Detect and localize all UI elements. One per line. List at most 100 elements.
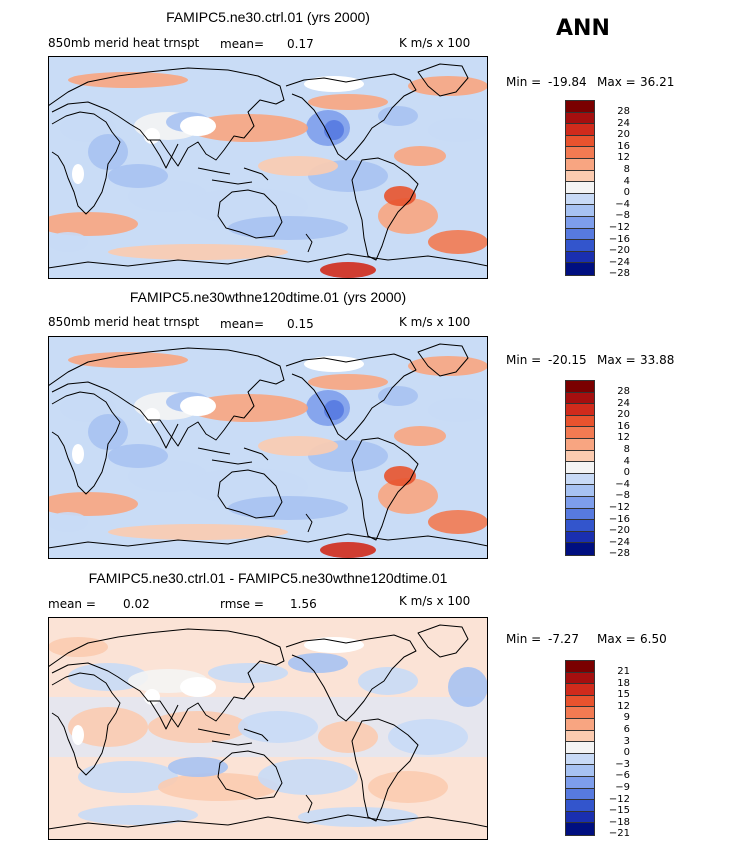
map-field-contour: [128, 180, 208, 212]
colorbar-tick-label: 8: [623, 164, 630, 175]
panel-2-mean-label: mean=: [220, 317, 265, 331]
colorbar-swatch: [565, 718, 595, 732]
map-field-contour: [108, 244, 288, 260]
colorbar-tick-label: −20: [608, 245, 630, 257]
coastline: [47, 67, 285, 167]
map-field-contour: [148, 711, 248, 743]
coastline: [211, 179, 253, 185]
colorbar-swatch: [565, 403, 595, 418]
colorbar-tick-label: 3: [623, 735, 630, 747]
colorbar-swatch: [565, 111, 595, 126]
panel-3-map-svg: [47, 617, 489, 840]
colorbar-tick-label: −12: [608, 793, 630, 805]
map-frame: [48, 336, 488, 559]
colorbar-tick-label: 0: [623, 187, 630, 199]
colorbar-tick-label: 6: [623, 724, 630, 735]
panel-1-min-value: -19.84: [548, 75, 587, 89]
panel-2-map-svg: [38, 336, 489, 559]
map-field-contour: [108, 164, 168, 188]
coastline: [351, 437, 419, 541]
map-field-contour: [88, 134, 128, 170]
map-field-contour: [448, 667, 488, 707]
coastline: [285, 73, 417, 161]
map-field-contour: [318, 721, 378, 753]
panel-1-units: K m/s x 100: [399, 36, 471, 50]
colorbar-swatch: [565, 391, 595, 406]
colorbar-swatch: [565, 660, 595, 674]
colorbar-tick-label: 20: [617, 129, 630, 141]
coastline: [217, 750, 283, 800]
colorbar-tick-label: 24: [617, 117, 630, 129]
colorbar-swatch: [565, 438, 595, 452]
colorbar-swatch: [565, 158, 595, 172]
map-field-contour: [168, 757, 228, 777]
colorbar-tick-label: 28: [617, 386, 630, 397]
panel-3-colorbar: 21 18 15 12 9 6 3 0 −3 −6 −9 −12 −15 −18 −21: [565, 660, 646, 839]
map-field-contour: [88, 414, 128, 450]
map-field-contour: [428, 118, 488, 142]
map-field-zero: [144, 689, 160, 705]
colorbar-tick-label: 24: [617, 397, 630, 409]
panel-2-map: [38, 336, 489, 559]
coastline: [149, 419, 179, 449]
colorbar-tick-label: −6: [615, 770, 630, 782]
colorbar-tick-label: 28: [617, 106, 630, 117]
colorbar-swatch: [565, 530, 595, 545]
map-field-contour: [378, 106, 418, 126]
coastline: [243, 728, 269, 742]
coastline: [149, 139, 179, 169]
map-field-contour: [394, 146, 446, 166]
colorbar-swatch: [565, 799, 595, 814]
panel-1-max-value: 36.21: [640, 75, 675, 89]
panel-3-rmse-label: rmse =: [220, 597, 264, 611]
map-field-contour: [68, 72, 188, 88]
map-field-contour: [38, 492, 138, 516]
colorbar-tick-label: 4: [623, 175, 630, 187]
map-field-contour: [48, 637, 108, 657]
coastline: [351, 718, 419, 822]
colorbar-tick-label: −24: [608, 256, 630, 268]
map-field-contour: [320, 542, 376, 558]
colorbar-tick-label: −12: [608, 222, 630, 233]
panel-2-variable-label: 850mb merid heat trnspt: [48, 315, 200, 329]
colorbar-swatch: [565, 787, 595, 802]
colorbar-swatch: [565, 694, 595, 709]
colorbar-tick-label: −28: [608, 548, 630, 560]
colorbar-swatch: [565, 426, 595, 441]
colorbar-tick-label: 15: [617, 689, 630, 701]
map-field-contour: [428, 398, 488, 422]
coastline: [285, 634, 417, 722]
map-field-contour: [108, 444, 168, 468]
map-field-zero: [180, 116, 216, 136]
colorbar-tick-label: −8: [615, 210, 630, 222]
panel-2-min-value: -20.15: [548, 353, 587, 367]
coastline: [211, 459, 253, 465]
colorbar-swatch: [565, 146, 595, 161]
coastline: [51, 672, 121, 776]
coastline: [417, 63, 469, 97]
coastline: [47, 253, 489, 269]
coastline: [47, 628, 285, 728]
coastline: [285, 353, 417, 441]
coastline: [47, 814, 489, 830]
colorbar-tick-label: −16: [608, 513, 630, 525]
map-field-contour: [324, 400, 344, 420]
colorbar-swatch: [565, 414, 595, 429]
colorbar-swatch: [565, 449, 595, 464]
coastline: [217, 469, 283, 519]
map-field-contour: [408, 76, 488, 96]
colorbar-swatch: [565, 683, 595, 698]
colorbar-swatch: [565, 262, 595, 277]
map-field-contour: [258, 759, 358, 795]
panel-3-mean-value: 0.02: [123, 597, 150, 611]
panel-2-min-label: Min =: [506, 353, 542, 367]
panel-2-max-label: Max =: [597, 353, 636, 367]
panel-1-variable-label: 850mb merid heat trnspt: [48, 36, 200, 50]
panel-3-map: [47, 617, 489, 840]
colorbar-swatch: [565, 822, 595, 837]
colorbar-tick-label: −4: [615, 198, 630, 210]
season-label: ANN: [556, 16, 610, 41]
colorbar-tick-label: 21: [617, 666, 630, 677]
colorbar-tick-label: 4: [623, 455, 630, 467]
panel-2-title: FAMIPC5.ne30wthne120dtime.01 (yrs 2000): [129, 289, 407, 305]
